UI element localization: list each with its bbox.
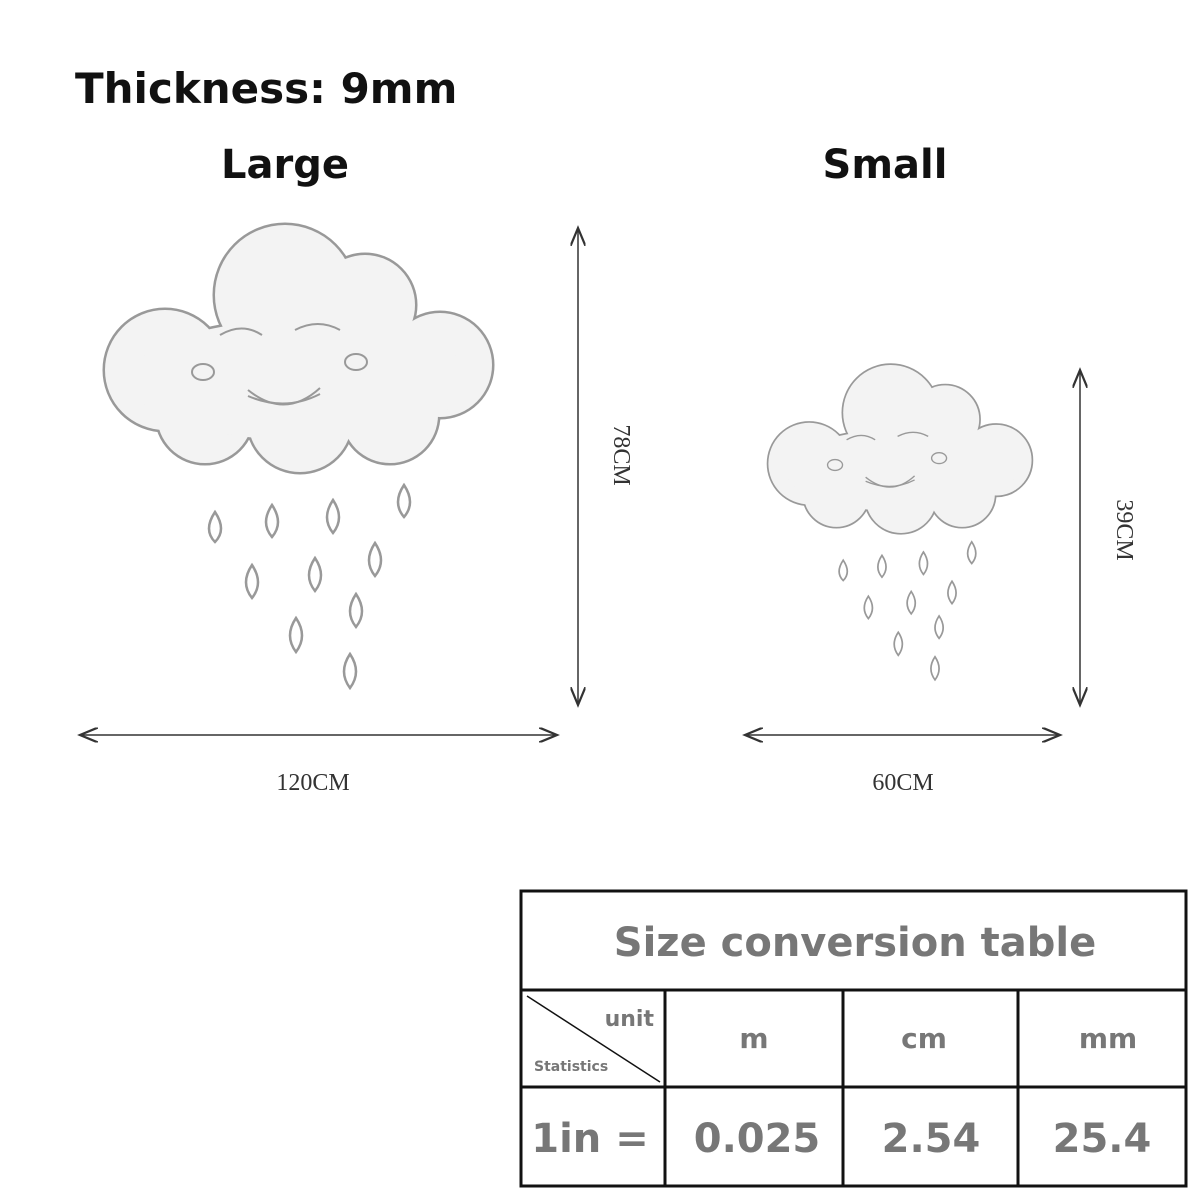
cell: 25.4 — [1053, 1116, 1152, 1162]
corner-unit: unit — [605, 1007, 655, 1032]
width-label: 120CM — [276, 770, 349, 796]
table-title: Size conversion table — [614, 920, 1096, 966]
product-label: Small — [823, 142, 948, 188]
corner-statistics: Statistics — [534, 1059, 608, 1075]
product-label: Large — [221, 142, 349, 188]
cell: 2.54 — [882, 1116, 981, 1162]
large-cloud — [105, 225, 492, 688]
width-label: 60CM — [872, 770, 933, 796]
cell: 0.025 — [694, 1116, 821, 1162]
thickness: Thickness: 9mm — [75, 64, 457, 113]
column-header: cm — [901, 1022, 947, 1055]
table-grid — [519, 889, 1188, 1188]
arrows — [80, 228, 1080, 735]
small-cloud — [766, 363, 1034, 682]
height-label: 39CM — [1111, 499, 1137, 560]
row-label: 1in = — [531, 1116, 648, 1162]
column-header: m — [739, 1022, 768, 1055]
column-header: mm — [1079, 1022, 1137, 1055]
height-label: 78CM — [608, 424, 634, 485]
